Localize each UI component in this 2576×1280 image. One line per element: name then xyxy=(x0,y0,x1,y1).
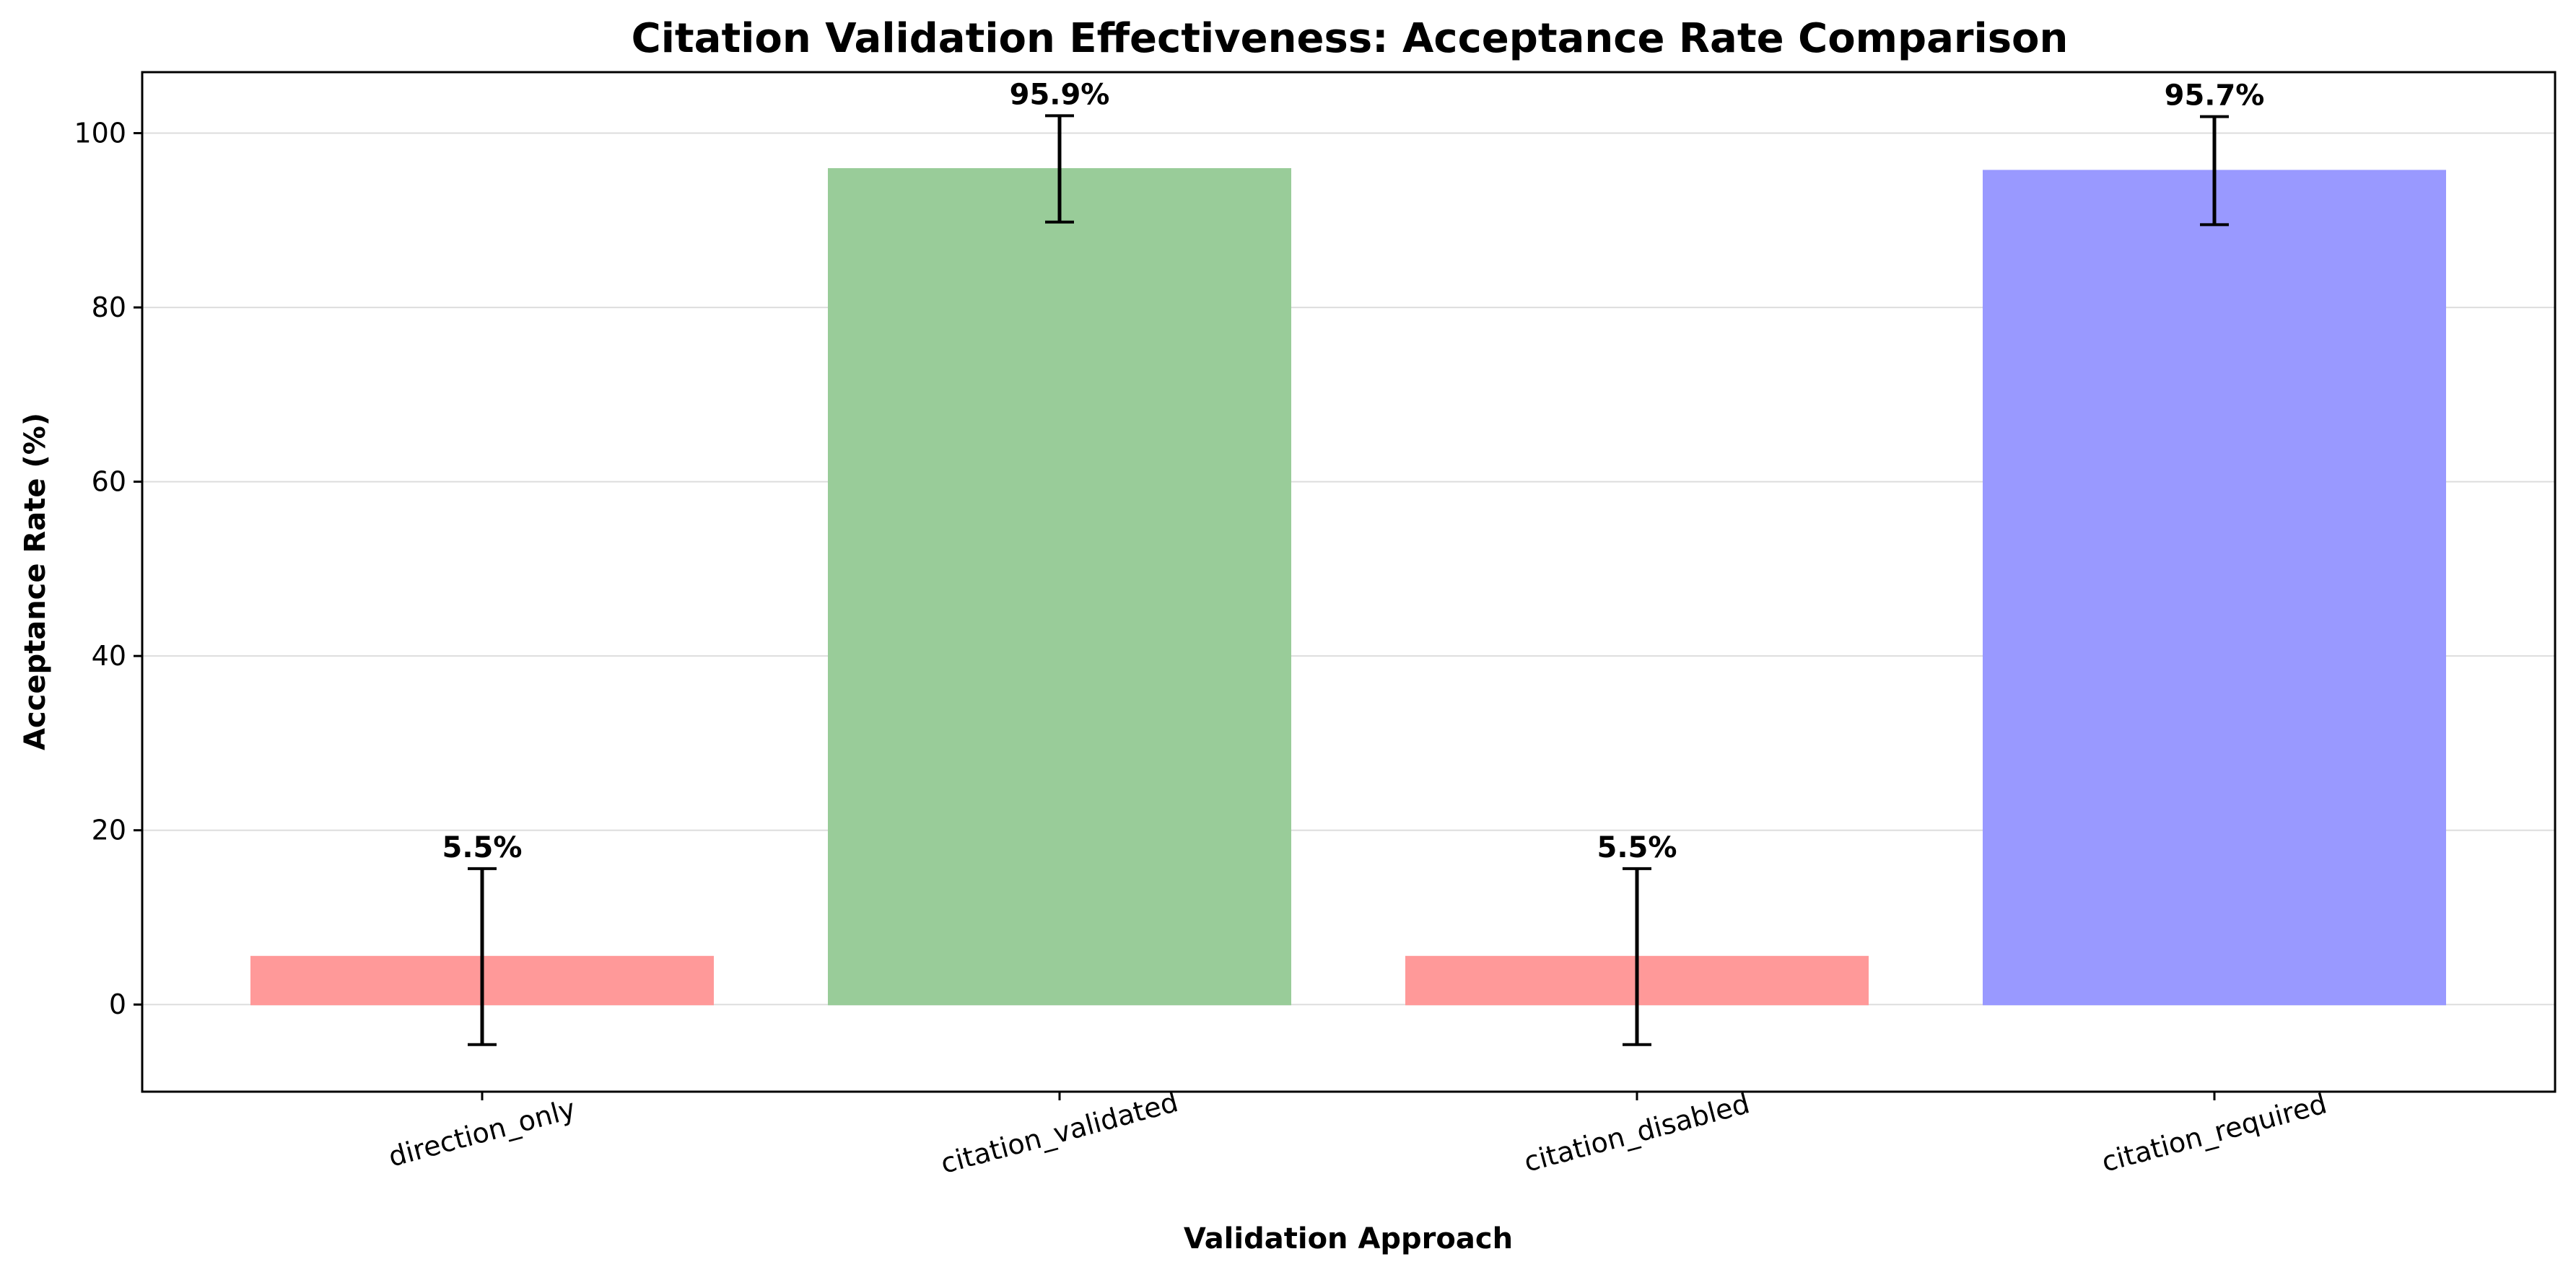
data-labels: 5.5% 95.9% 5.5% 95.7% xyxy=(442,78,2265,864)
y-axis-ticks: 0 20 40 60 80 100 xyxy=(74,118,142,1020)
plot-frame xyxy=(141,71,2557,1093)
y-axis-label: Acceptance Rate (%) xyxy=(19,413,52,750)
x-axis-label: Validation Approach xyxy=(1184,1222,1513,1255)
x-tick-label: citation_disabled xyxy=(1521,1087,1753,1178)
y-tick-label: 0 xyxy=(109,989,126,1020)
bar xyxy=(1983,170,2446,1006)
y-tick-label: 60 xyxy=(92,466,126,498)
x-axis-ticks: direction_only citation_validated citation… xyxy=(385,1086,2331,1180)
data-label: 5.5% xyxy=(1597,831,1677,864)
bar xyxy=(828,168,1291,1006)
x-tick-label: direction_only xyxy=(385,1092,579,1172)
y-tick-label: 20 xyxy=(92,815,126,846)
data-label: 5.5% xyxy=(442,831,523,864)
chart-title: Citation Validation Effectiveness: Accep… xyxy=(632,15,2069,62)
data-label: 95.9% xyxy=(1010,78,1110,111)
data-label: 95.7% xyxy=(2165,79,2265,113)
error-bars xyxy=(468,114,2229,1046)
x-tick-label: citation_required xyxy=(2098,1087,2330,1178)
y-tick-label: 80 xyxy=(92,291,126,323)
y-tick-label: 100 xyxy=(74,118,126,149)
y-tick-label: 40 xyxy=(92,640,126,672)
bars xyxy=(250,168,2446,1006)
